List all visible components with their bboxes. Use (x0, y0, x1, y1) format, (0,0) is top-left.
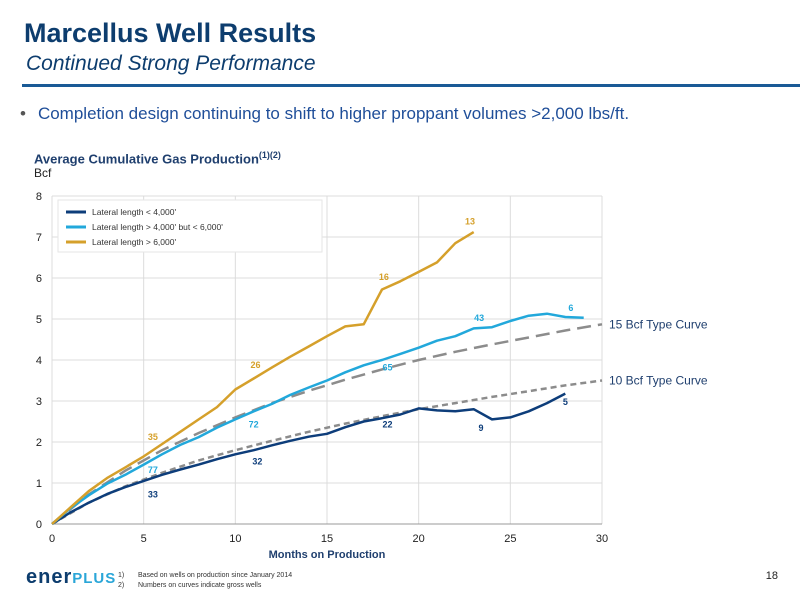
y-tick-label: 5 (36, 314, 42, 326)
x-tick-label: 10 (229, 533, 241, 545)
well-count-label: 43 (474, 313, 484, 323)
series-line (51, 231, 475, 525)
well-count-label: 26 (250, 360, 260, 370)
footnote-1: 1) Based on wells on production since Jan… (118, 572, 293, 579)
well-count-label: 35 (148, 432, 158, 442)
logo-accent: PLUS (72, 570, 117, 587)
x-tick-label: 5 (141, 533, 147, 545)
footnotes: 1) Based on wells on production since Jan… (118, 571, 292, 591)
y-tick-label: 3 (36, 396, 42, 408)
well-count-label: 6 (568, 303, 573, 313)
y-tick-label: 0 (36, 519, 42, 531)
y-tick-label: 8 (36, 191, 42, 203)
x-axis-label: Months on Production (269, 549, 386, 561)
well-count-label: 32 (252, 457, 262, 467)
well-count-label: 22 (382, 420, 392, 430)
legend-box (57, 199, 323, 253)
footnote-2: 2) Numbers on curves indicate gross wells (118, 582, 262, 589)
well-count-label: 13 (465, 217, 475, 227)
bullet-text: Completion design continuing to shift to… (37, 104, 630, 123)
x-tick-label: 15 (321, 533, 333, 545)
slide-title: Marcellus Well Results (24, 18, 317, 48)
type-curve-line (51, 323, 603, 525)
well-count-label: 77 (148, 465, 158, 475)
well-count-label: 65 (382, 362, 392, 372)
chart-title-text: Average Cumulative Gas Production (34, 151, 259, 167)
well-count-label: 9 (478, 423, 483, 433)
legend-label: Lateral length < 4,000' (92, 207, 176, 217)
y-tick-label: 1 (36, 478, 42, 490)
type-curve-line (51, 379, 603, 526)
enerplus-logo: enerPLUS (26, 566, 116, 589)
legend-label: Lateral length > 6,000' (92, 237, 176, 247)
x-tick-label: 25 (504, 533, 516, 545)
type-curve-label: 15 Bcf Type Curve (609, 317, 708, 331)
legend-label: Lateral length > 4,000' but < 6,000' (92, 222, 223, 232)
x-tick-label: 0 (49, 533, 55, 545)
title-divider (22, 84, 800, 87)
y-tick-label: 6 (36, 273, 42, 285)
series-line (51, 312, 584, 525)
well-count-label: 33 (148, 489, 158, 499)
well-count-label: 16 (379, 272, 389, 282)
bullet-point: • Completion design continuing to shift t… (20, 104, 629, 124)
y-tick-label: 7 (36, 232, 42, 244)
x-tick-label: 20 (413, 533, 425, 545)
slide-subtitle: Continued Strong Performance (26, 52, 316, 75)
x-tick-label: 30 (596, 533, 608, 545)
y-tick-label: 4 (36, 355, 42, 367)
chart-title: Average Cumulative Gas Production(1)(2) (34, 150, 281, 166)
series-line (51, 392, 566, 526)
bullet-dot-icon: • (20, 104, 26, 123)
chart-title-footnote-ref: (1)(2) (258, 150, 281, 160)
well-count-label: 5 (563, 397, 568, 407)
type-curve-label: 10 Bcf Type Curve (609, 374, 708, 388)
logo-main: ener (26, 566, 73, 588)
y-tick-label: 2 (36, 437, 42, 449)
page-number: 18 (765, 570, 778, 582)
well-count-label: 72 (249, 420, 259, 430)
y-axis-unit: Bcf (34, 166, 52, 180)
